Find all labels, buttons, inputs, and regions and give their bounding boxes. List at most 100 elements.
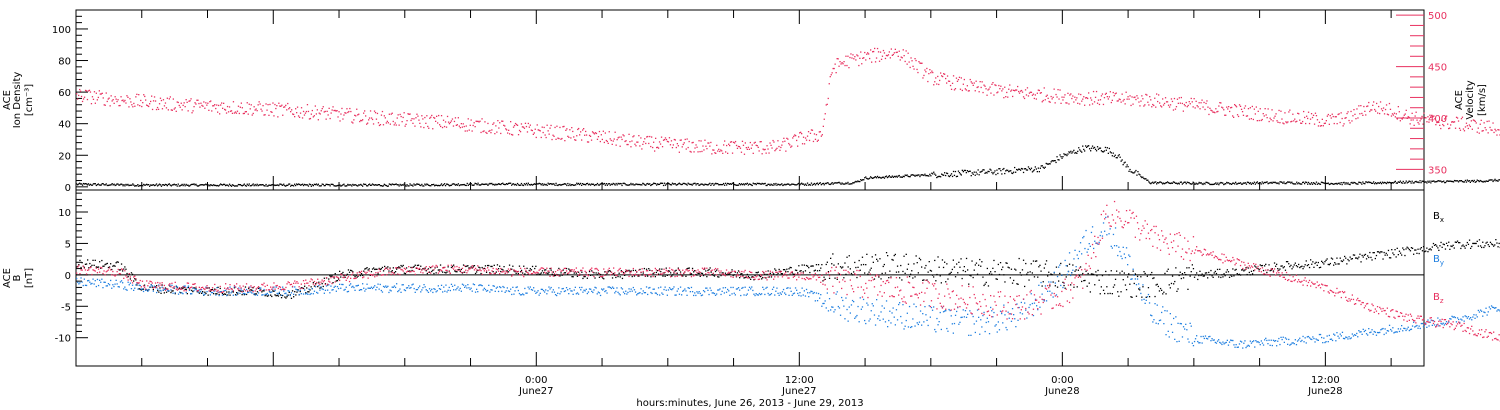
bx-point [1334, 262, 1336, 264]
velocity-point [1419, 120, 1421, 122]
velocity-point [1271, 109, 1273, 111]
bx-point [1396, 247, 1398, 249]
density-point [1448, 180, 1450, 182]
density-point [1453, 179, 1456, 182]
velocity-point [243, 112, 245, 115]
velocity-point [925, 71, 927, 73]
bx-point [438, 269, 441, 271]
velocity-point [1301, 122, 1303, 124]
density-point [1478, 180, 1480, 183]
density-point [1325, 182, 1327, 185]
velocity-point [252, 112, 254, 115]
velocity-point [1178, 97, 1180, 99]
bx-point [1356, 257, 1358, 259]
density-point [794, 184, 796, 186]
velocity-point [724, 140, 726, 142]
velocity-point [1014, 90, 1016, 92]
density-point [716, 183, 718, 185]
density-point [371, 183, 374, 185]
velocity-point [130, 101, 132, 103]
density-velocity-points [76, 47, 1500, 187]
density-point [795, 184, 797, 186]
bx-point [1233, 275, 1235, 277]
velocity-point [372, 123, 375, 125]
velocity-point [1011, 89, 1013, 91]
bx-point [174, 293, 176, 295]
velocity-point [1344, 117, 1346, 119]
bx-point [1010, 268, 1013, 270]
bx-point [938, 266, 940, 268]
velocity-point [1127, 96, 1129, 98]
density-point [1189, 183, 1191, 185]
velocity-point [416, 113, 418, 115]
density-point [1355, 182, 1357, 185]
bx-point [1032, 260, 1035, 262]
density-point [585, 183, 588, 185]
density-point [835, 182, 837, 184]
density-point [985, 171, 987, 174]
density-point [657, 183, 660, 186]
velocity-point [1158, 94, 1160, 96]
density-point [618, 183, 620, 185]
velocity-point [186, 101, 188, 103]
density-point [1110, 152, 1112, 154]
density-point [619, 182, 621, 185]
velocity-point [932, 71, 934, 74]
density-point [1208, 182, 1210, 184]
density-point [1048, 163, 1050, 165]
density-point [447, 184, 450, 186]
velocity-point [417, 115, 419, 117]
bx-point [721, 272, 723, 274]
velocity-point [697, 151, 699, 153]
bx-point [665, 267, 667, 269]
density-point [695, 184, 697, 186]
velocity-point [471, 130, 473, 132]
bx-point [704, 268, 706, 270]
bx-point [1328, 264, 1330, 266]
bx-point [430, 267, 432, 269]
velocity-point [1065, 102, 1067, 104]
density-point [268, 184, 270, 186]
velocity-point [483, 130, 485, 132]
bx-point [632, 269, 634, 272]
density-point [965, 172, 967, 174]
density-point [988, 170, 990, 173]
density-point [1032, 170, 1035, 172]
velocity-point [1137, 97, 1139, 99]
density-point [399, 183, 401, 186]
density-point [539, 183, 541, 185]
density-point [684, 183, 686, 185]
bx-point [624, 274, 626, 276]
bx-point [359, 274, 362, 277]
velocity-point [662, 139, 665, 141]
bx-point [893, 254, 895, 257]
bx-point [1093, 273, 1095, 276]
density-point [1272, 181, 1274, 183]
density-point [1380, 183, 1383, 185]
density-point [822, 182, 824, 185]
density-ylabel-line3: [cm⁻³] [24, 84, 35, 116]
velocity-point [715, 152, 717, 154]
density-point [964, 169, 966, 172]
velocity-point [914, 58, 916, 60]
velocity-point [1373, 101, 1375, 103]
velocity-point [1466, 125, 1468, 127]
velocity-point [917, 71, 919, 74]
bx-point [1148, 296, 1151, 298]
bx-point [804, 270, 807, 272]
density-point [555, 182, 557, 184]
velocity-point [281, 104, 283, 106]
density-point [982, 169, 984, 171]
velocity-point [1198, 102, 1200, 104]
velocity-point [643, 141, 645, 143]
bx-point [563, 272, 565, 274]
density-point [1185, 183, 1187, 185]
density-point [857, 180, 859, 182]
velocity-point [1283, 123, 1285, 125]
velocity-point [1141, 95, 1143, 97]
density-point [1358, 181, 1360, 183]
velocity-point [224, 109, 227, 111]
density-tick-label: 0 [65, 183, 71, 194]
velocity-point [1295, 121, 1297, 123]
density-point [1280, 181, 1282, 183]
